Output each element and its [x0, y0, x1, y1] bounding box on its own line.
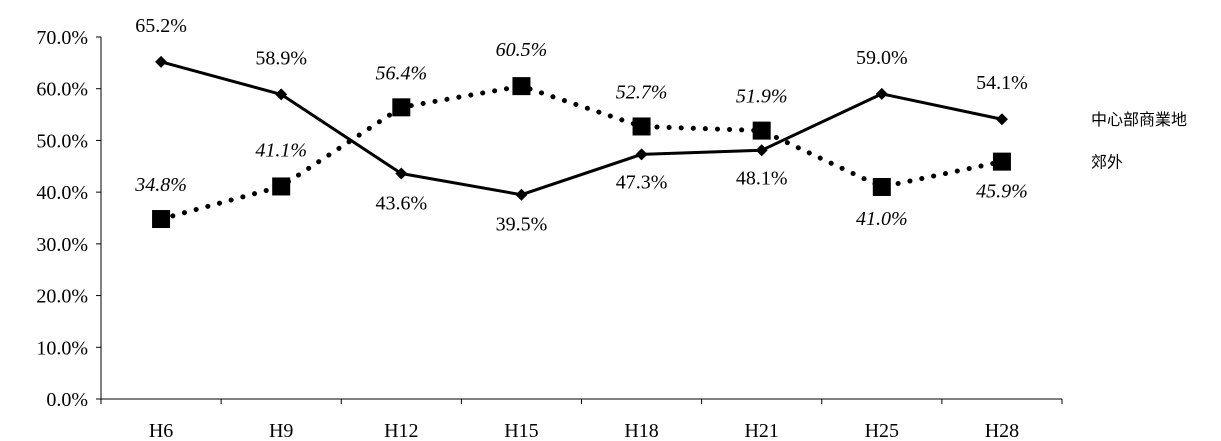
data-label: 45.9% [976, 181, 1028, 203]
data-point-diamond [995, 113, 1008, 126]
x-tick-label: H25 [865, 420, 899, 441]
data-point-square [392, 98, 411, 117]
x-tick-label: H12 [384, 420, 418, 441]
data-point-diamond [275, 88, 288, 101]
x-tick-label: H18 [624, 420, 658, 441]
data-point-square [272, 177, 291, 196]
x-tick-label: H15 [504, 420, 538, 441]
data-label: 58.9% [255, 47, 307, 69]
data-point-diamond [755, 144, 768, 157]
data-point-square [872, 177, 891, 196]
x-tick-label: H21 [744, 420, 778, 441]
data-label: 51.9% [736, 86, 788, 108]
data-label: 59.0% [856, 47, 908, 69]
data-label: 34.8% [134, 174, 187, 196]
data-label: 41.1% [255, 139, 307, 161]
y-tick-label: 50.0% [36, 130, 88, 152]
y-tick-label: 70.0% [36, 27, 88, 49]
data-label: 39.5% [496, 214, 548, 236]
data-label: 65.2% [135, 15, 187, 37]
data-label: 60.5% [496, 39, 548, 61]
data-point-diamond [875, 87, 888, 100]
y-tick-label: 40.0% [36, 182, 88, 204]
data-point-square [152, 210, 171, 229]
data-label: 41.0% [856, 208, 908, 230]
y-tick-label: 10.0% [36, 337, 88, 359]
data-point-diamond [515, 188, 528, 201]
data-label: 48.1% [736, 167, 788, 189]
labels-layer: 65.2% 58.9% 43.6% 39.5% 47.3% 48.1% 59.0% 54.1%… [134, 15, 1187, 236]
axes-layer: 0.0% 10.0% 20.0% 30.0% 40.0% 50.0% 60.0% 70.0% H… [36, 27, 1063, 441]
y-tick-label: 60.0% [36, 79, 88, 101]
data-label: 52.7% [616, 81, 668, 103]
data-point-diamond [155, 55, 168, 68]
data-label: 54.1% [976, 72, 1028, 94]
data-point-square [992, 152, 1011, 171]
series-line-2 [158, 83, 1005, 222]
data-point-square [752, 121, 771, 140]
data-label: 43.6% [375, 193, 427, 215]
x-tick-label: H28 [985, 420, 1019, 441]
series-line-1 [159, 60, 1004, 197]
y-tick-label: 0.0% [46, 389, 88, 411]
series-name-label: 中心部商業地 [1091, 110, 1187, 129]
x-tick-label: H6 [149, 420, 173, 441]
y-tick-label: 30.0% [36, 234, 88, 256]
data-point-diamond [395, 167, 408, 180]
data-label: 56.4% [375, 62, 427, 84]
data-point-square [512, 77, 531, 96]
data-point-diamond [635, 148, 648, 161]
data-point-square [632, 117, 651, 136]
series-name-label: 郊外 [1091, 153, 1123, 172]
data-label: 47.3% [616, 171, 668, 193]
x-tick-label: H9 [269, 420, 293, 441]
y-tick-label: 20.0% [36, 286, 88, 308]
series-layer [152, 55, 1011, 229]
